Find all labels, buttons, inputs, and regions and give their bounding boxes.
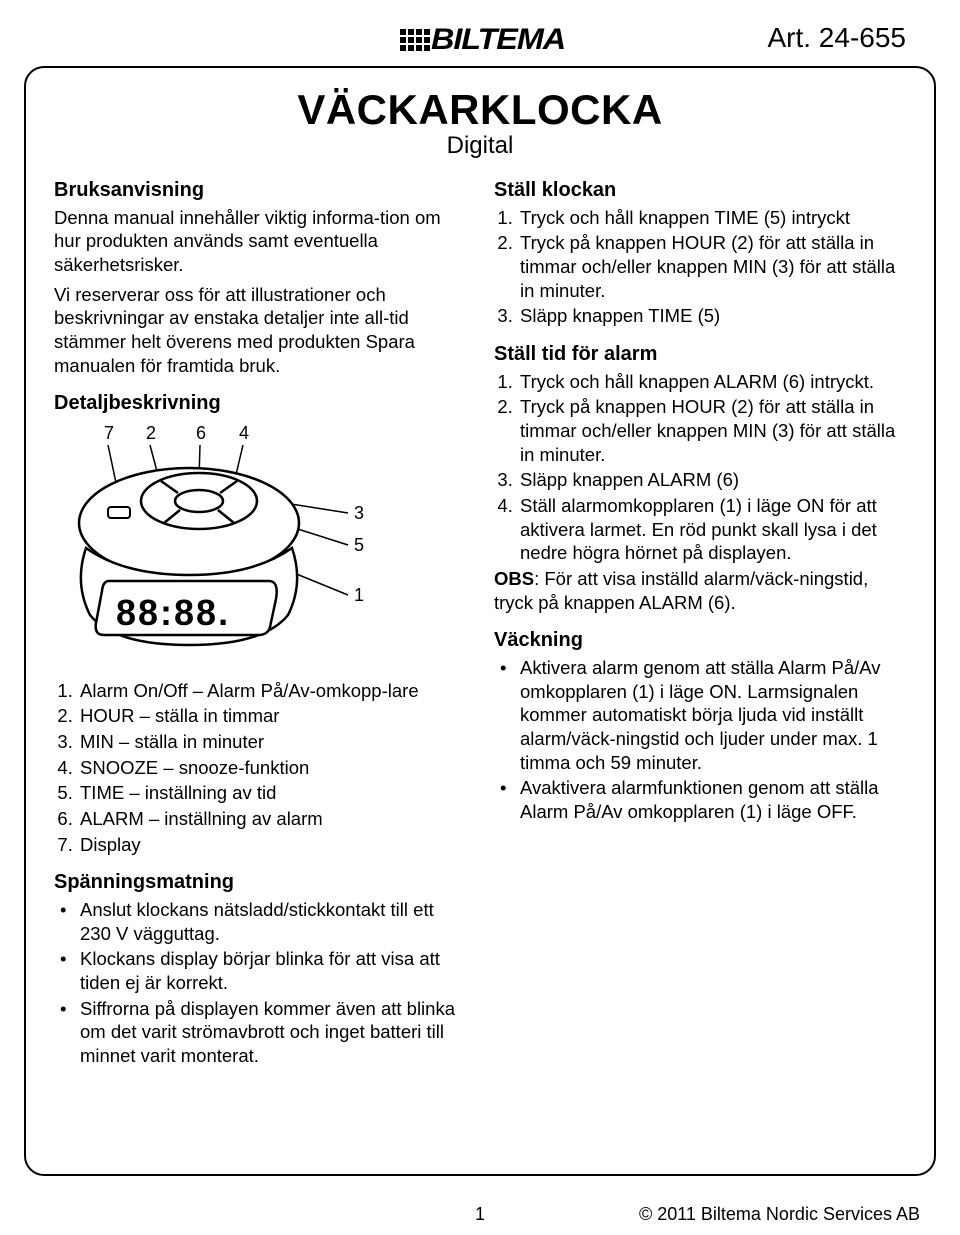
list-item: Siffrorna på displayen kommer även att b… (78, 997, 466, 1068)
diagram-label: 4 (239, 423, 249, 443)
list-item: SNOOZE – snooze-funktion (78, 756, 466, 780)
product-subtitle: Digital (54, 132, 906, 160)
title-block: VÄCKARKLOCKA Digital (54, 86, 906, 160)
diagram-label: 6 (196, 423, 206, 443)
vack-list: Aktivera alarm genom att ställa Alarm På… (494, 656, 906, 824)
list-item: Klockans display börjar blinka för att v… (78, 947, 466, 994)
page-number: 1 (475, 1204, 485, 1225)
product-title: VÄCKARKLOCKA (54, 86, 906, 134)
heading-spanningsmatning: Spänningsmatning (54, 870, 466, 896)
stallk-list: Tryck och håll knappen TIME (5) intryckt… (494, 206, 906, 328)
footer: 1 © 2011 Biltema Nordic Services AB (0, 1204, 960, 1225)
list-item: Anslut klockans nätsladd/stickkontakt ti… (78, 898, 466, 945)
heading-vackning: Väckning (494, 628, 906, 654)
left-column: Bruksanvisning Denna manual innehåller v… (54, 170, 466, 1070)
heading-bruksanvisning: Bruksanvisning (54, 178, 466, 204)
diagram-display-text: 88:88. (116, 592, 230, 633)
list-item: ALARM – inställning av alarm (78, 807, 466, 831)
obs-label: OBS (494, 568, 534, 589)
list-item: Tryck och håll knappen ALARM (6) intryck… (518, 370, 906, 394)
bruks-para-2: Vi reserverar oss för att illustrationer… (54, 283, 466, 378)
list-item: Aktivera alarm genom att ställa Alarm På… (518, 656, 906, 774)
list-item: Avaktivera alarmfunktionen genom att stä… (518, 776, 906, 823)
list-item: Ställ alarmomkopplaren (1) i läge ON för… (518, 494, 906, 565)
copyright: © 2011 Biltema Nordic Services AB (639, 1204, 920, 1225)
heading-stall-klockan: Ställ klockan (494, 178, 906, 204)
right-column: Ställ klockan Tryck och håll knappen TIM… (494, 170, 906, 1070)
detalj-list: Alarm On/Off – Alarm På/Av-omkopp-lare H… (54, 679, 466, 857)
list-item: MIN – ställa in minuter (78, 730, 466, 754)
clock-diagram-svg: 7 2 6 4 3 5 1 (54, 423, 384, 663)
heading-stall-tid-alarm: Ställ tid för alarm (494, 342, 906, 368)
diagram-label: 1 (354, 585, 364, 605)
columns: Bruksanvisning Denna manual innehåller v… (54, 170, 906, 1070)
diagram-label: 5 (354, 535, 364, 555)
top-bar: BILTEMA Art. 24-655 (24, 20, 936, 60)
list-item: Alarm On/Off – Alarm På/Av-omkopp-lare (78, 679, 466, 703)
diagram-label: 3 (354, 503, 364, 523)
list-item: Display (78, 833, 466, 857)
logo-text: BILTEMA (431, 23, 565, 57)
brand-logo: BILTEMA (400, 23, 560, 57)
obs-text: : För att visa inställd alarm/väck-nings… (494, 568, 868, 613)
stalla-list: Tryck och håll knappen ALARM (6) intryck… (494, 370, 906, 565)
list-item: Släpp knappen TIME (5) (518, 304, 906, 328)
obs-note: OBS: För att visa inställd alarm/väck-ni… (494, 567, 906, 614)
list-item: Tryck och håll knappen TIME (5) intryckt (518, 206, 906, 230)
list-item: Tryck på knappen HOUR (2) för att ställa… (518, 395, 906, 466)
diagram-label: 7 (104, 423, 114, 443)
list-item: TIME – inställning av tid (78, 781, 466, 805)
logo-pattern-icon (400, 29, 430, 51)
page: BILTEMA Art. 24-655 VÄCKARKLOCKA Digital… (0, 0, 960, 1235)
diagram-label: 2 (146, 423, 156, 443)
spann-list: Anslut klockans nätsladd/stickkontakt ti… (54, 898, 466, 1068)
heading-detaljbeskrivning: Detaljbeskrivning (54, 391, 466, 417)
list-item: Tryck på knappen HOUR (2) för att ställa… (518, 231, 906, 302)
content-frame: VÄCKARKLOCKA Digital Bruksanvisning Denn… (24, 66, 936, 1176)
list-item: Släpp knappen ALARM (6) (518, 468, 906, 492)
clock-diagram: 7 2 6 4 3 5 1 (54, 423, 466, 669)
list-item: HOUR – ställa in timmar (78, 704, 466, 728)
article-number: Art. 24-655 (767, 22, 906, 54)
bruks-para-1: Denna manual innehåller viktig informa-t… (54, 206, 466, 277)
